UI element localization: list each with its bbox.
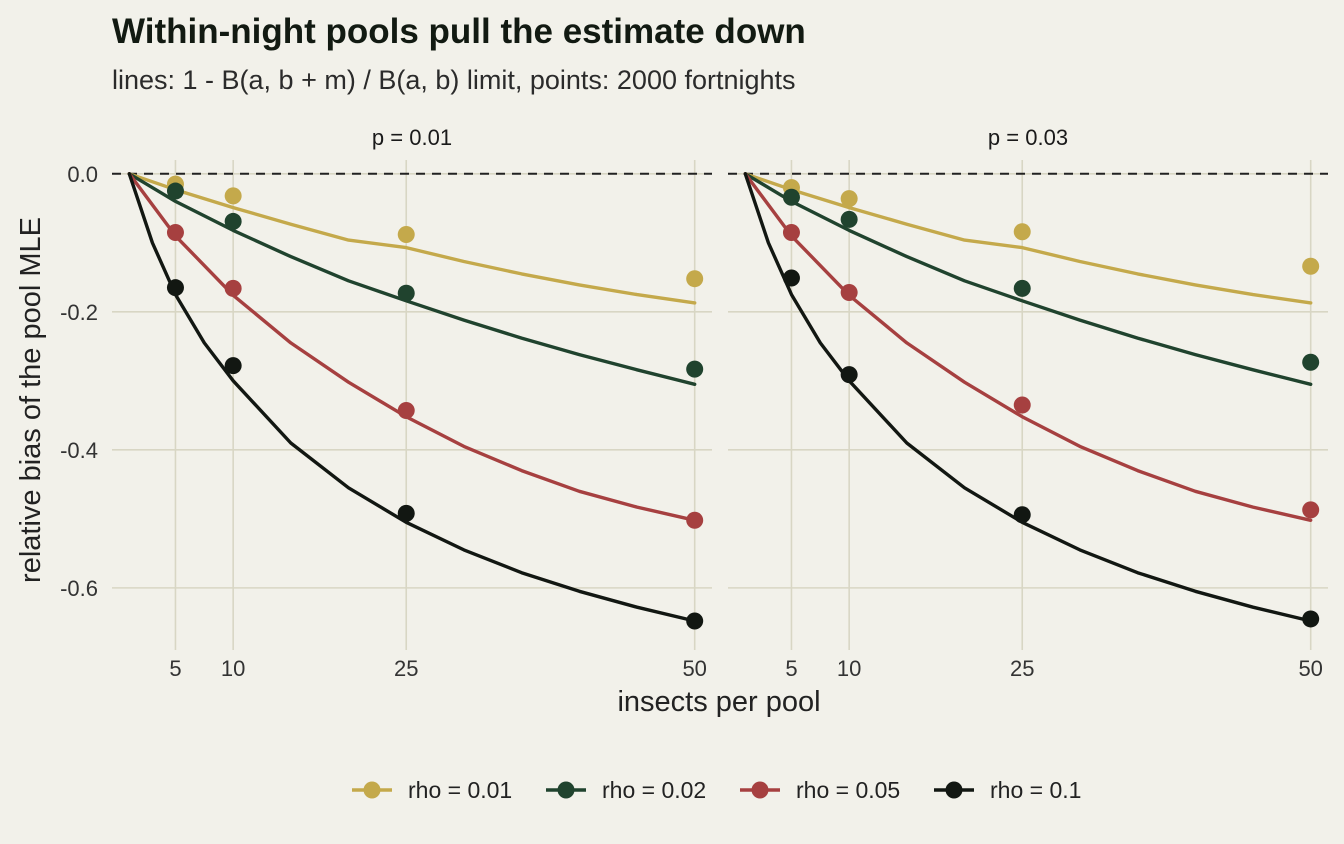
y-axis-title: relative bias of the pool MLE bbox=[15, 217, 47, 583]
legend-key-point bbox=[751, 781, 769, 799]
data-point-rho-0-1 bbox=[1013, 506, 1031, 524]
data-point-rho-0-1 bbox=[224, 357, 242, 375]
data-point-rho-0-02 bbox=[1302, 353, 1320, 371]
limit-curve-rho-0-02 bbox=[743, 172, 1313, 386]
legend-label: rho = 0.02 bbox=[602, 777, 706, 803]
legend-label: rho = 0.05 bbox=[796, 777, 900, 803]
data-point-rho-0-1 bbox=[840, 366, 858, 384]
data-point-rho-0-01 bbox=[1302, 257, 1320, 275]
data-point-rho-0-1 bbox=[166, 279, 184, 297]
data-point-rho-0-02 bbox=[782, 188, 800, 206]
data-point-rho-0-02 bbox=[166, 182, 184, 200]
y-tick-label: -0.6 bbox=[60, 576, 98, 601]
y-tick-label: 0.0 bbox=[67, 162, 98, 187]
legend-label: rho = 0.1 bbox=[990, 777, 1081, 803]
data-point-rho-0-1 bbox=[397, 504, 415, 522]
chart-subtitle: lines: 1 - B(a, b + m) / B(a, b) limit, … bbox=[112, 65, 796, 95]
x-tick-label: 50 bbox=[682, 656, 706, 681]
legend-item-rho-0-05: rho = 0.05 bbox=[740, 777, 900, 803]
data-point-rho-0-05 bbox=[840, 284, 858, 302]
data-point-rho-0-02 bbox=[686, 360, 704, 378]
limit-curve-rho-0-1 bbox=[743, 172, 1313, 623]
x-tick-label: 25 bbox=[394, 656, 418, 681]
data-point-rho-0-02 bbox=[397, 284, 415, 302]
data-point-rho-0-01 bbox=[686, 270, 704, 288]
legend-key-point bbox=[945, 781, 963, 799]
data-point-rho-0-02 bbox=[224, 212, 242, 230]
x-tick-label: 5 bbox=[169, 656, 181, 681]
legend-label: rho = 0.01 bbox=[408, 777, 512, 803]
x-tick-label: 5 bbox=[785, 656, 797, 681]
panel-1: p = 0.01 5 10 25 50 bbox=[112, 125, 712, 681]
data-point-rho-0-05 bbox=[1302, 501, 1320, 519]
facet-label: p = 0.01 bbox=[372, 125, 452, 150]
limit-curve-rho-0-05 bbox=[743, 172, 1313, 522]
data-point-rho-0-01 bbox=[1013, 223, 1031, 241]
facet-label: p = 0.03 bbox=[988, 125, 1068, 150]
limit-curve-rho-0-02 bbox=[127, 172, 697, 386]
data-point-rho-0-1 bbox=[1302, 610, 1320, 628]
data-point-rho-0-05 bbox=[397, 402, 415, 420]
limit-curve-rho-0-01 bbox=[127, 172, 697, 305]
data-point-rho-0-05 bbox=[782, 223, 800, 241]
data-point-rho-0-02 bbox=[1013, 279, 1031, 297]
data-point-rho-0-05 bbox=[686, 511, 704, 529]
y-tick-label: -0.2 bbox=[60, 300, 98, 325]
y-tick-label: -0.4 bbox=[60, 438, 98, 463]
y-axis: 0.0 -0.2 -0.4 -0.6 bbox=[60, 162, 98, 601]
legend-key-point bbox=[363, 781, 381, 799]
data-point-rho-0-05 bbox=[166, 223, 184, 241]
limit-curve-rho-0-05 bbox=[127, 172, 697, 522]
data-point-rho-0-1 bbox=[782, 269, 800, 287]
data-point-rho-0-1 bbox=[686, 612, 704, 630]
limit-curve-rho-0-1 bbox=[127, 172, 697, 623]
limit-curve-rho-0-01 bbox=[743, 172, 1313, 305]
data-point-rho-0-01 bbox=[397, 226, 415, 244]
chart-title: Within-night pools pull the estimate dow… bbox=[112, 12, 806, 51]
legend-key-point bbox=[557, 781, 575, 799]
legend-item-rho-0-1: rho = 0.1 bbox=[934, 777, 1081, 803]
data-point-rho-0-01 bbox=[224, 187, 242, 205]
data-point-rho-0-02 bbox=[840, 210, 858, 228]
legend-item-rho-0-02: rho = 0.02 bbox=[546, 777, 706, 803]
data-point-rho-0-05 bbox=[224, 279, 242, 297]
data-point-rho-0-05 bbox=[1013, 396, 1031, 414]
legend-item-rho-0-01: rho = 0.01 bbox=[352, 777, 512, 803]
x-tick-label: 25 bbox=[1010, 656, 1034, 681]
x-tick-label: 50 bbox=[1298, 656, 1322, 681]
x-tick-label: 10 bbox=[221, 656, 245, 681]
x-tick-label: 10 bbox=[837, 656, 861, 681]
panel-2: p = 0.03 5 10 25 50 bbox=[728, 125, 1328, 681]
legend: rho = 0.01 rho = 0.02 rho = 0.05 rho = 0.1 bbox=[352, 777, 1081, 803]
x-axis-title: insects per pool bbox=[617, 686, 820, 718]
facet-panels: p = 0.01 5 10 25 50 p = 0.03 5 10 25 50 bbox=[112, 125, 1328, 681]
data-point-rho-0-01 bbox=[840, 190, 858, 208]
